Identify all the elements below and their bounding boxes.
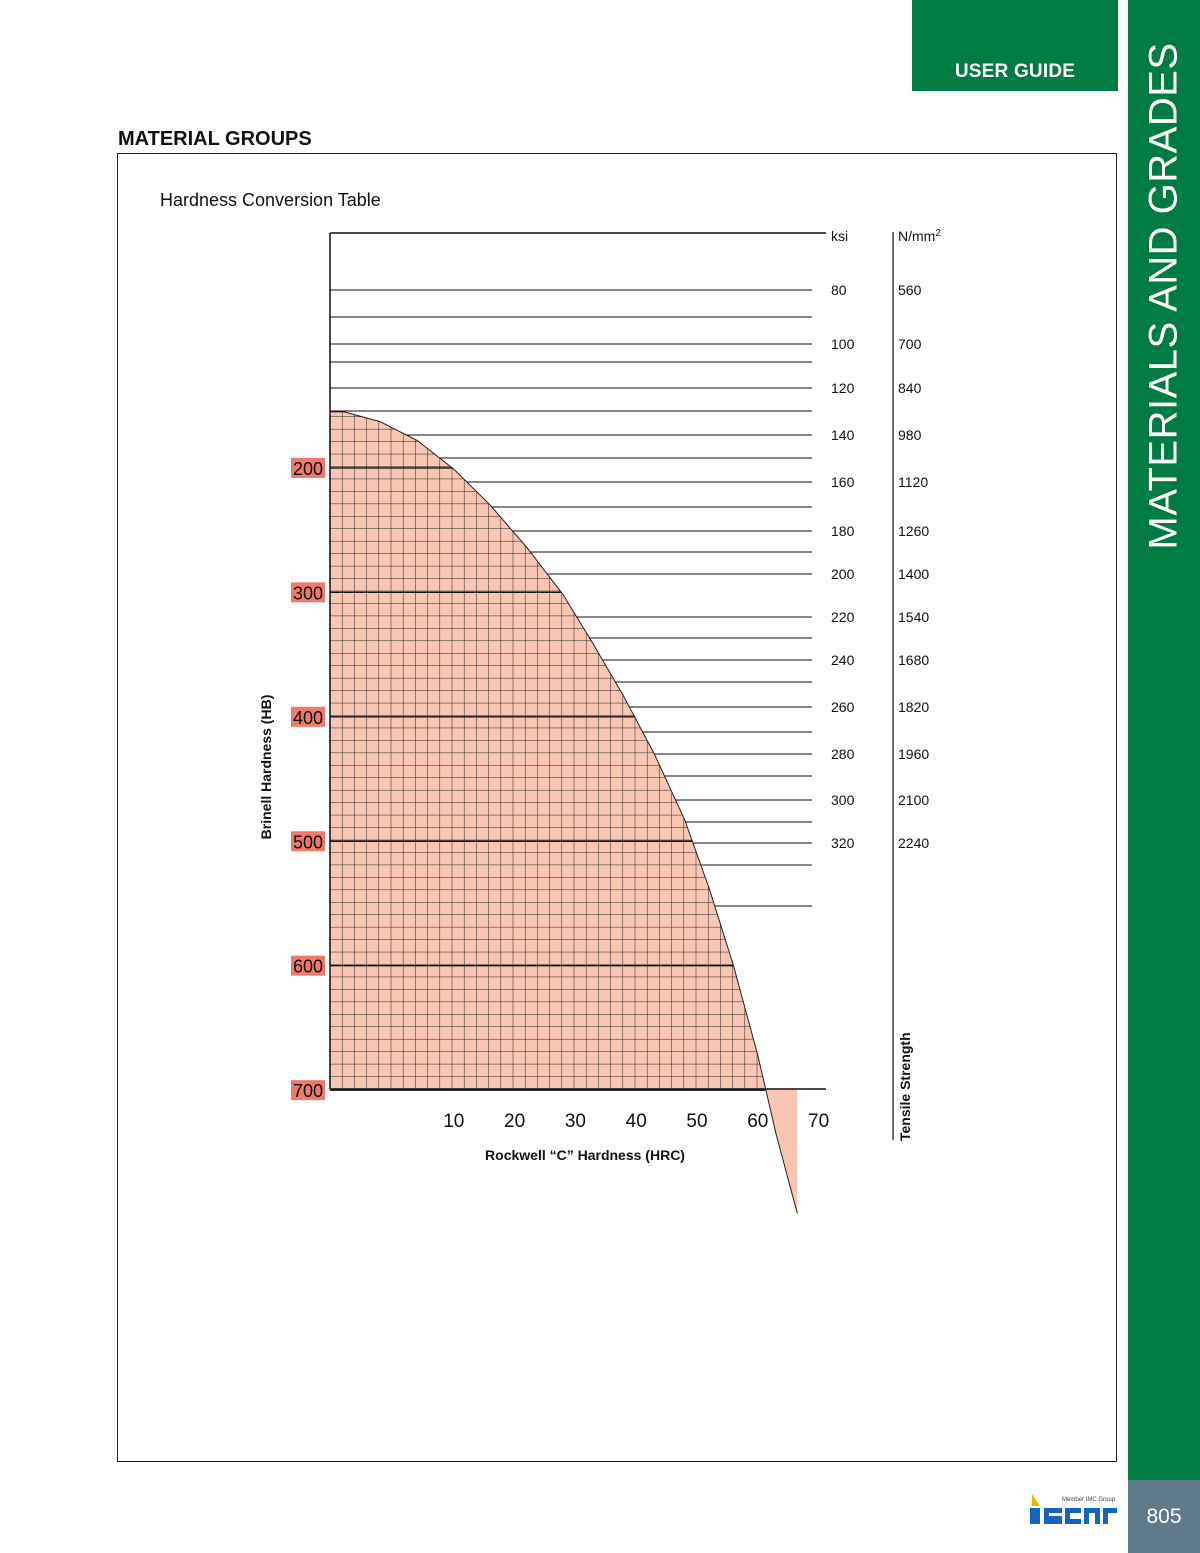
brinell-tick-label: 600 [293,957,323,977]
x-tick-label: 20 [504,1111,525,1132]
nmm2-tick-label: 1960 [898,746,929,762]
nmm2-tick-label: 2240 [898,835,929,851]
user-guide-label: USER GUIDE [954,61,1076,82]
ksi-tick-label: 120 [831,380,855,396]
nmm2-tick-label: 840 [898,380,922,396]
x-tick-label: 40 [626,1111,647,1132]
section-title: MATERIAL GROUPS [118,128,312,150]
page-number: 805 [1128,1480,1200,1553]
nmm2-tick-label: 1540 [898,609,929,625]
brinell-tick-label: 700 [293,1081,323,1101]
ksi-tick-label: 320 [831,835,855,851]
nmm2-tick-label: 980 [898,427,922,443]
ksi-tick-label: 200 [831,566,855,582]
chart-title: Hardness Conversion Table [160,190,381,210]
x-tick-label: 50 [686,1111,707,1132]
ksi-tick-label: 260 [831,699,855,715]
x-tick-label: 70 [808,1111,829,1132]
nmm2-unit-label: N/mm2 [898,228,941,244]
content-frame [117,153,1117,1462]
hardness-area [330,411,798,1214]
brinell-tick-label: 500 [293,832,323,852]
ksi-tick-label: 100 [831,336,855,352]
ksi-tick-label: 160 [831,474,855,490]
ksi-tick-label: 280 [831,746,855,762]
nmm2-tick-label: 1260 [898,523,929,539]
nmm2-tick-label: 560 [898,282,922,298]
section-side-bar: MATERIALS AND GRADES [1128,0,1200,1480]
y-axis-title: Brinell Hardness (HB) [258,695,274,840]
x-tick-label: 30 [565,1111,586,1132]
brinell-tick-label: 400 [293,708,323,728]
logo-caption: Member IMC Group [1062,1497,1116,1503]
user-guide-tab: USER GUIDE [912,0,1118,91]
nmm2-tick-label: 1820 [898,699,929,715]
nmm2-tick-label: 2100 [898,792,929,808]
nmm2-tick-label: 700 [898,336,922,352]
x-tick-label: 60 [747,1111,768,1132]
brinell-label-box [291,457,325,478]
brinell-label-box [291,955,325,976]
ksi-tick-label: 180 [831,523,855,539]
nmm2-tick-label: 1120 [898,474,928,490]
hardness-curve [330,411,798,1214]
x-axis-title: Rockwell “C” Hardness (HRC) [485,1147,685,1163]
ksi-tick-label: 240 [831,652,855,668]
tensile-axis-title: Tensile Strength [897,1032,913,1141]
iscar-logo [1030,1494,1117,1524]
nmm2-tick-label: 1400 [898,566,929,582]
brinell-tick-label: 300 [293,583,323,603]
brinell-label-box [291,582,325,603]
ksi-tick-label: 300 [831,792,855,808]
brinell-tick-label: 200 [293,459,323,479]
nmm2-tick-label: 1680 [898,652,929,668]
ksi-tick-label: 220 [831,609,855,625]
x-tick-label: 10 [443,1111,464,1132]
brinell-label-box [291,1080,325,1101]
brinell-label-box [291,831,325,852]
ksi-unit-label: ksi [831,228,848,244]
ksi-tick-label: 80 [831,282,847,298]
brinell-label-box [291,706,325,727]
ksi-tick-label: 140 [831,427,855,443]
